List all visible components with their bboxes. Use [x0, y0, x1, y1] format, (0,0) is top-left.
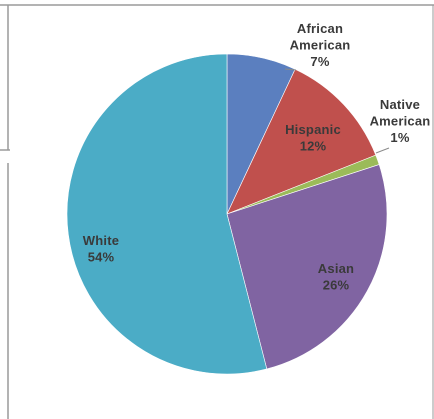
- slice-label-hispanic: Hispanic 12%: [285, 122, 341, 154]
- slice-percent-label: 54%: [88, 250, 115, 265]
- slice-label-white: White 54%: [83, 233, 119, 265]
- pie-slice-hispanic: [226, 68, 377, 215]
- leader-line-native-american: [375, 147, 390, 154]
- slice-percent-label: 7%: [310, 54, 329, 69]
- slice-name-label: American: [370, 114, 431, 129]
- slice-name-label: Hispanic: [285, 122, 341, 137]
- slice-label-african-american: African American 7%: [290, 21, 351, 69]
- slice-name-label: African: [297, 21, 343, 36]
- pie-slice-white: [66, 53, 268, 375]
- slice-name-label: White: [83, 233, 119, 248]
- slice-name-label: Native: [380, 97, 420, 112]
- slice-name-label: American: [290, 38, 351, 53]
- leader-line-african-american: [284, 68, 297, 71]
- pie-slice-asian: [226, 164, 388, 370]
- slice-label-asian: Asian 26%: [318, 261, 354, 293]
- slice-percent-label: 12%: [300, 139, 327, 154]
- slice-percent-label: 26%: [323, 278, 350, 293]
- slice-label-native-american: Native American 1%: [370, 97, 431, 145]
- slice-percent-label: 1%: [390, 130, 409, 145]
- slice-name-label: Asian: [318, 261, 354, 276]
